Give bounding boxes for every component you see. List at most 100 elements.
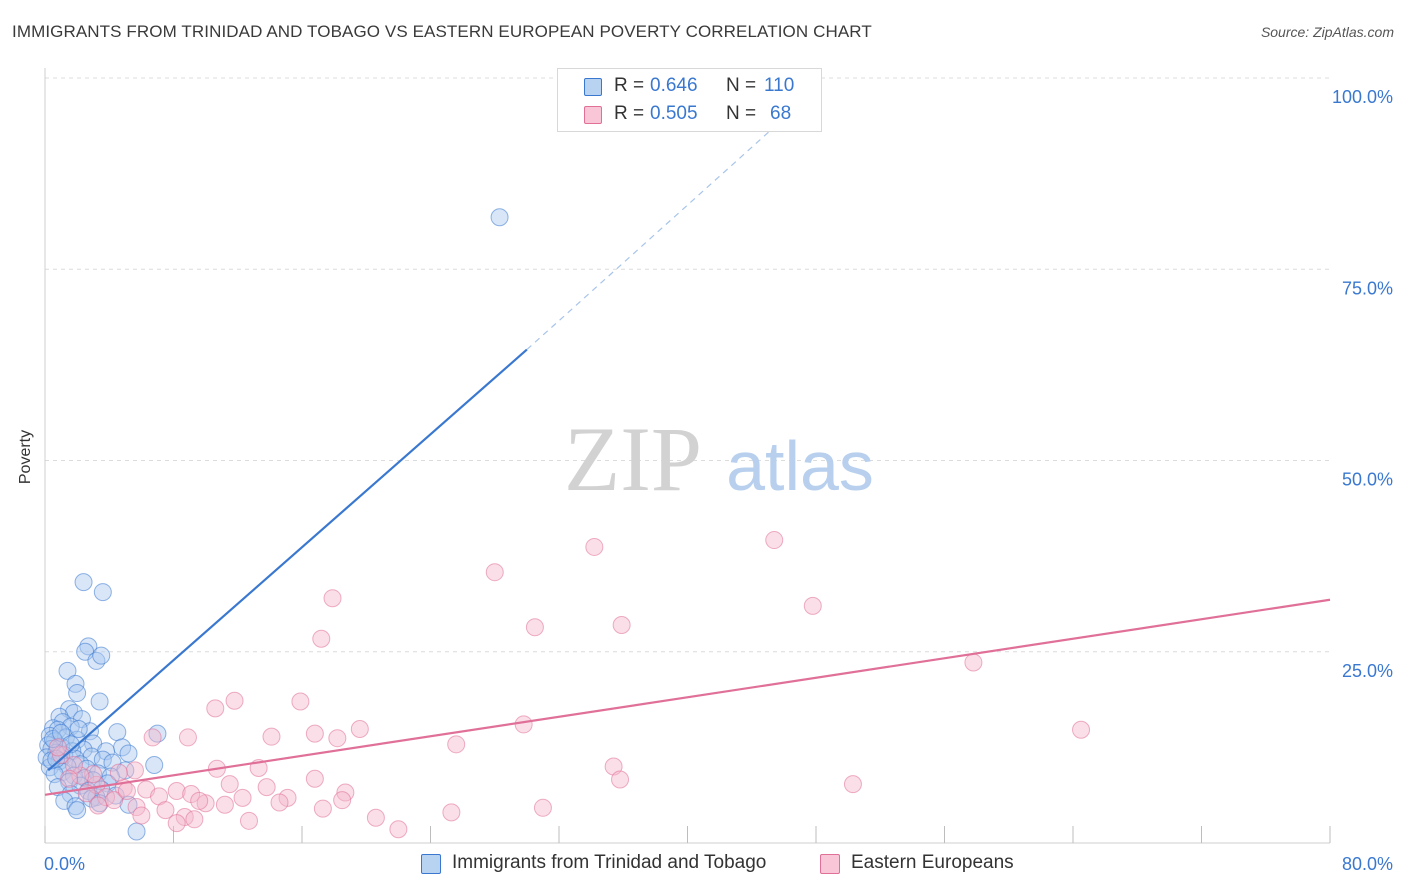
point-eastern-european — [156, 801, 175, 820]
watermark: ZIP atlas — [564, 408, 874, 510]
axes — [44, 68, 1331, 844]
point-trinidad-tobago — [92, 646, 111, 665]
point-eastern-european — [215, 795, 234, 814]
series-label-blue: Immigrants from Trinidad and Tobago — [452, 852, 767, 873]
point-trinidad-tobago — [108, 723, 127, 742]
n-value: 110 — [764, 75, 795, 96]
point-eastern-european — [389, 820, 408, 839]
n-value: 68 — [770, 103, 792, 124]
point-eastern-european — [185, 810, 204, 829]
watermark-zip: ZIP — [564, 408, 702, 510]
stats-legend: R = 0.646 N = 110 R = 0.505 N = 68 — [557, 68, 822, 132]
series-legend: Immigrants from Trinidad and Tobago East… — [0, 850, 1406, 880]
point-eastern-european — [291, 692, 310, 711]
point-eastern-european — [48, 738, 67, 757]
point-eastern-european — [225, 691, 244, 710]
point-eastern-european — [442, 803, 461, 822]
point-eastern-european — [533, 798, 552, 817]
pink-swatch — [584, 106, 602, 124]
point-eastern-european — [84, 765, 103, 784]
point-trinidad-tobago — [90, 692, 109, 711]
y-tick-label: 25.0% — [1342, 661, 1393, 681]
point-trinidad-tobago — [68, 684, 87, 703]
point-eastern-european — [233, 788, 252, 807]
point-eastern-european — [333, 791, 352, 810]
point-eastern-european — [765, 531, 784, 550]
n-label: N = — [726, 75, 757, 96]
point-eastern-european — [117, 781, 136, 800]
point-eastern-european — [109, 763, 128, 782]
r-label: R = — [614, 103, 645, 124]
point-eastern-european — [611, 770, 630, 789]
trend-line-eastern-european — [44, 598, 1331, 796]
trend-line-trinidad-tobago-extension — [526, 89, 817, 351]
point-eastern-european — [612, 615, 631, 634]
x-tick-label-min: 0.0% — [44, 854, 85, 874]
point-eastern-european — [125, 761, 144, 780]
point-trinidad-tobago — [93, 750, 112, 769]
point-eastern-european — [132, 806, 151, 825]
n-label: N = — [726, 103, 757, 124]
data-points — [37, 208, 1091, 841]
point-trinidad-tobago — [145, 755, 164, 774]
point-trinidad-tobago — [66, 674, 85, 693]
point-eastern-european — [604, 757, 623, 776]
point-trinidad-tobago — [79, 637, 98, 656]
stats-legend-row-pink: R = 0.505 N = 68 — [558, 101, 821, 129]
source-label: Source: ZipAtlas.com — [1260, 24, 1394, 40]
point-eastern-european — [313, 799, 332, 818]
point-eastern-european — [447, 735, 466, 754]
point-trinidad-tobago — [87, 651, 106, 670]
point-eastern-european — [60, 769, 79, 788]
point-eastern-european — [206, 699, 225, 718]
point-eastern-european — [312, 629, 331, 648]
point-trinidad-tobago — [119, 744, 138, 763]
y-tick-label: 50.0% — [1342, 470, 1393, 490]
point-eastern-european — [127, 798, 146, 817]
point-eastern-european — [485, 563, 504, 582]
point-trinidad-tobago — [58, 661, 77, 680]
chart-title: IMMIGRANTS FROM TRINIDAD AND TOBAGO VS E… — [12, 22, 872, 41]
point-eastern-european — [366, 808, 385, 827]
blue-swatch — [584, 78, 602, 96]
point-eastern-european — [262, 727, 281, 746]
point-eastern-european — [843, 775, 862, 794]
point-eastern-european — [190, 791, 209, 810]
point-eastern-european — [178, 728, 197, 747]
x-tick-label-max: 80.0% — [1342, 854, 1393, 874]
point-eastern-european — [105, 791, 124, 810]
point-eastern-european — [323, 589, 342, 608]
point-eastern-european — [585, 537, 604, 556]
point-eastern-european — [220, 775, 239, 794]
point-trinidad-tobago — [69, 720, 88, 739]
watermark-atlas: atlas — [726, 427, 874, 505]
point-eastern-european — [64, 755, 83, 774]
point-eastern-european — [305, 724, 324, 743]
stats-legend-row-blue: R = 0.646 N = 110 — [558, 73, 821, 101]
point-eastern-european — [525, 618, 544, 637]
trend-line-trinidad-tobago — [47, 348, 528, 772]
point-trinidad-tobago — [93, 583, 112, 602]
point-eastern-european — [71, 766, 90, 785]
point-eastern-european — [167, 814, 186, 833]
point-trinidad-tobago — [127, 822, 146, 841]
y-tick-label: 100.0% — [1332, 87, 1393, 107]
point-eastern-european — [305, 769, 324, 788]
r-value: 0.646 — [650, 75, 698, 96]
grid-lines — [45, 77, 1330, 653]
point-eastern-european — [270, 793, 289, 812]
point-eastern-european — [803, 596, 822, 615]
point-trinidad-tobago — [52, 723, 71, 742]
point-trinidad-tobago — [50, 707, 69, 726]
point-trinidad-tobago — [490, 208, 509, 227]
point-eastern-european — [257, 778, 276, 797]
series-swatch-pink — [820, 854, 840, 874]
r-value: 0.505 — [650, 103, 698, 124]
point-eastern-european — [89, 796, 108, 815]
point-eastern-european — [350, 720, 369, 739]
point-eastern-european — [143, 728, 162, 747]
point-eastern-european — [514, 715, 533, 734]
tick-labels: 25.0% 50.0% 75.0% 100.0% 0.0% 80.0% — [44, 87, 1393, 874]
point-trinidad-tobago — [74, 573, 93, 592]
